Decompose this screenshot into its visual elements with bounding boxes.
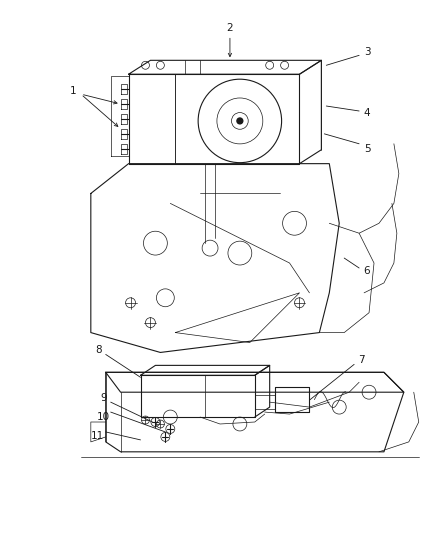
- Text: 4: 4: [363, 108, 370, 118]
- Text: 11: 11: [91, 431, 104, 441]
- Text: 2: 2: [226, 22, 233, 33]
- Text: 5: 5: [363, 144, 370, 154]
- Text: 10: 10: [97, 412, 110, 422]
- Text: 8: 8: [95, 345, 102, 356]
- Text: 7: 7: [357, 356, 364, 366]
- Text: 9: 9: [100, 393, 107, 403]
- Text: 3: 3: [363, 47, 370, 58]
- Text: 6: 6: [363, 266, 370, 276]
- Circle shape: [237, 118, 242, 124]
- Text: 1: 1: [70, 86, 76, 96]
